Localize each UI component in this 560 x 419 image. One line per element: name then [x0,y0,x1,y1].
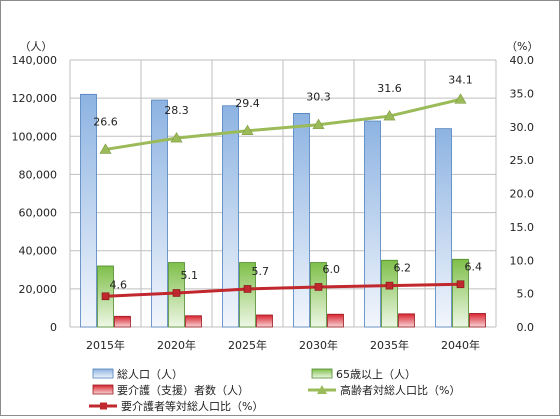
data-label-care-ratio: 4.6 [110,278,128,291]
legend-marker-care-ratio [100,402,107,410]
bar-total-population [80,93,97,328]
marker-care-ratio [243,285,252,293]
right-axis-tick-label: 40.0 [510,54,535,67]
bar-care-recipients [185,315,202,328]
legend-swatch-aged-65-plus [311,368,333,379]
left-axis-tick-label: 120,000 [12,92,58,105]
left-axis-tick-label: 80,000 [19,168,58,181]
bar-aged-65-plus [310,262,327,328]
marker-care-ratio [385,281,394,290]
left-axis-tick-label: 140,000 [12,54,58,67]
marker-elderly-ratio [170,131,183,143]
axes: 0 20,000 40,000 60,000 80,000 100,000 120,000 1… [12,40,539,352]
legend-label-elderly-ratio: 高齢者対総人口比（%） [340,383,460,397]
legend-label-care-recipients: 要介護（支援）者数（人） [117,383,249,397]
line-elderly-ratio [105,97,461,151]
left-axis-tick-label: 100,000 [12,130,58,143]
bar-total-population [435,128,452,328]
right-axis-unit: （%） [506,40,538,53]
data-label-elderly-ratio: 26.6 [93,115,118,128]
x-axis-tick-label: 2020年 [157,338,196,352]
marker-care-ratio [172,289,181,297]
bar-care-recipients [114,315,131,328]
x-axis-tick-label: 2015年 [86,338,125,352]
data-labels: 26.6 28.3 29.4 30.3 31.6 34.1 4.6 5.1 5.7 6.0 6.2 6… [93,73,482,291]
data-label-care-ratio: 5.7 [252,265,270,278]
data-label-elderly-ratio: 34.1 [448,73,473,86]
right-axis-tick-label: 5.0 [517,288,535,301]
bar-aged-65-plus [381,259,398,328]
right-axis-tick-label: 25.0 [510,154,535,167]
line-care-ratio [105,282,461,298]
marker-elderly-ratio [383,109,396,121]
bars [80,93,486,328]
data-label-care-ratio: 6.2 [394,262,412,275]
bar-care-recipients [398,313,415,328]
right-axis-tick-label: 35.0 [510,87,535,100]
right-axis-tick-label: 0.0 [517,321,535,334]
legend-label-total-population: 総人口（人） [117,367,183,381]
legend-marker-elderly-ratio [317,385,327,394]
data-label-elderly-ratio: 31.6 [377,82,402,95]
bar-aged-65-plus [239,262,256,328]
data-label-care-ratio: 6.0 [323,263,341,276]
x-axis-tick-label: 2025年 [228,338,267,352]
bar-total-population [151,99,168,328]
marker-care-ratio [314,283,323,291]
marker-care-ratio [101,292,110,301]
x-axis-tick-label: 2040年 [441,338,480,352]
bar-total-population [222,105,239,328]
bar-care-recipients [469,313,486,328]
marker-elderly-ratio [312,118,325,130]
left-axis-tick-label: 20,000 [19,283,58,296]
marker-elderly-ratio [454,93,467,104]
data-label-care-ratio: 5.1 [181,269,199,282]
right-axis-tick-label: 30.0 [510,121,535,134]
marker-elderly-ratio [99,143,112,154]
legend-swatch-care-recipients [92,384,114,395]
legend: 総人口（人） 65歳以上（人） 要介護（支援）者数（人） 高齢者対総人口比（%） 要介護… [89,367,460,413]
marker-elderly-ratio [241,124,254,136]
marker-care-ratio [456,280,465,289]
bar-care-recipients [256,314,273,328]
legend-label-care-ratio: 要介護者等対総人口比（%） [121,399,263,413]
x-axis-tick-label: 2035年 [370,338,409,352]
bar-total-population [293,113,310,328]
right-axis-tick-label: 15.0 [510,221,535,234]
data-label-elderly-ratio: 29.4 [235,97,260,110]
data-label-care-ratio: 6.4 [465,260,483,273]
legend-label-aged-65-plus: 65歳以上（人） [336,368,416,381]
bar-total-population [364,120,381,328]
legend-swatch-total-population [92,368,114,379]
right-axis-tick-label: 10.0 [510,254,535,267]
left-axis-tick-label: 60,000 [19,207,58,220]
x-axis-tick-label: 2030年 [299,338,338,352]
left-axis-tick-label: 0 [50,321,57,334]
data-label-elderly-ratio: 28.3 [164,104,189,117]
bar-aged-65-plus [452,258,469,328]
data-label-elderly-ratio: 30.3 [306,91,331,104]
left-axis-tick-label: 40,000 [19,245,58,258]
lines [99,93,467,301]
left-axis-unit: （人） [20,40,53,53]
gridlines [69,59,497,328]
right-axis-tick-label: 20.0 [510,188,535,201]
bar-care-recipients [327,313,344,328]
